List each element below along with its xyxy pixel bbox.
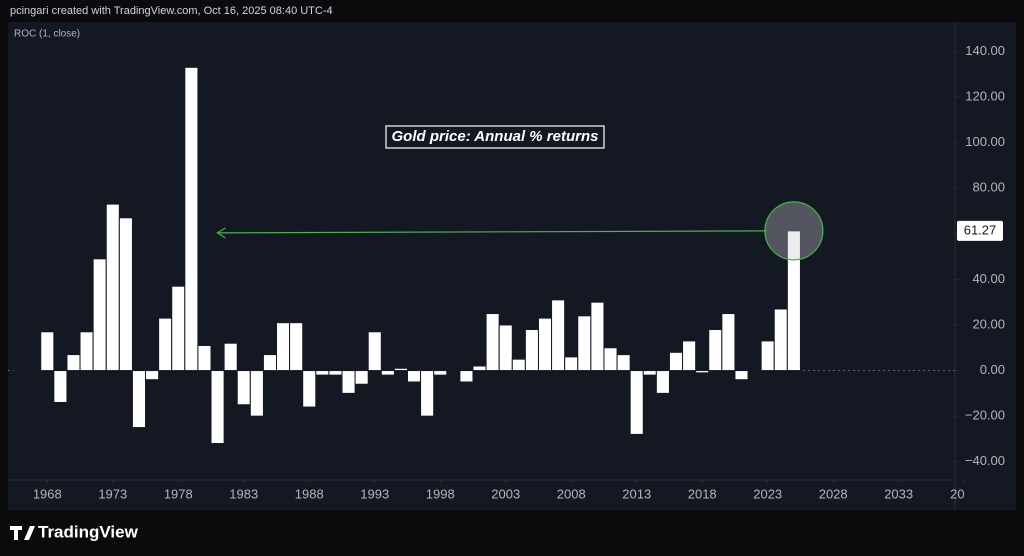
bar: [668, 351, 684, 372]
x-tick-label: 2003: [491, 486, 520, 501]
bar: [682, 340, 697, 372]
highlight-circle: [764, 201, 824, 261]
bar: [197, 344, 212, 372]
bar: [433, 370, 448, 376]
bar: [655, 370, 670, 394]
x-tick-label: 2018: [688, 486, 717, 501]
annotation: Gold price: Annual % returns: [392, 128, 599, 145]
x-tick-label: 1973: [98, 486, 127, 501]
bar: [524, 329, 539, 372]
bar: [210, 370, 225, 445]
bar: [145, 370, 160, 381]
last-value-label: 61.27: [964, 222, 997, 237]
indicator-label: ROC (1, close): [14, 29, 80, 40]
bar: [249, 370, 264, 417]
bar: [367, 331, 382, 372]
bar: [40, 331, 55, 372]
bar: [642, 370, 657, 376]
bar: [393, 367, 408, 372]
bar: [53, 370, 68, 403]
bar: [184, 66, 199, 372]
last-value-box: [957, 220, 1003, 241]
brand-logo: TradingView: [10, 522, 139, 541]
bar: [105, 203, 120, 372]
bar: [551, 299, 566, 372]
bar: [354, 370, 369, 385]
bar: [564, 356, 579, 372]
x-tick-label: 20: [950, 486, 964, 501]
y-tick-label: 20.00: [972, 316, 1005, 331]
bar: [302, 370, 317, 408]
bar: [629, 370, 644, 435]
bar: [66, 354, 81, 372]
bar: [590, 301, 605, 372]
x-tick-label: 2033: [884, 486, 913, 501]
bar: [760, 340, 775, 372]
chart-panel: [8, 22, 1016, 510]
y-tick-label: −20.00: [965, 408, 1005, 423]
x-tick-label: 1988: [295, 486, 324, 501]
bar: [708, 329, 723, 372]
bar: [27, 369, 42, 372]
bar: [158, 317, 173, 372]
bar: [328, 370, 343, 376]
x-tick-label: 1993: [360, 486, 389, 501]
bar: [79, 331, 94, 372]
brand-name: TradingView: [38, 522, 139, 541]
bar: [459, 370, 474, 383]
annotation-box: [385, 125, 605, 149]
bar: [420, 370, 435, 417]
bar: [773, 308, 788, 372]
x-tick-label: 2013: [622, 486, 651, 501]
arrow-line: [217, 230, 767, 234]
y-tick-label: 40.00: [972, 271, 1005, 286]
bar: [262, 354, 278, 372]
y-tick-label: 140.00: [965, 43, 1005, 58]
x-tick-label: 2028: [819, 486, 848, 501]
bar: [616, 354, 631, 372]
x-tick-label: 2008: [557, 486, 586, 501]
bar: [734, 370, 749, 381]
x-tick-label: 2023: [753, 486, 782, 501]
bar: [223, 342, 238, 372]
bar: [446, 370, 461, 372]
bar: [498, 324, 513, 372]
x-tick-label: 1968: [33, 486, 62, 501]
bar: [341, 370, 356, 394]
bar: [511, 358, 526, 372]
x-tick-label: 1978: [164, 486, 193, 501]
y-tick-label: 0.00: [980, 362, 1005, 377]
bar: [695, 370, 710, 374]
bar: [406, 370, 422, 383]
bar: [721, 313, 736, 372]
y-tick-label: −40.00: [965, 453, 1005, 468]
bar: [92, 258, 107, 372]
bar: [537, 317, 553, 372]
y-tick-label: 80.00: [972, 180, 1005, 195]
x-tick-label: 1983: [229, 486, 258, 501]
bar: [603, 347, 618, 372]
bar: [472, 365, 487, 372]
bar: [171, 285, 186, 372]
y-tick-label: 120.00: [965, 88, 1005, 103]
header: pcingari created with TradingView.com, O…: [10, 5, 333, 17]
bar: [315, 370, 330, 376]
bar: [131, 370, 147, 429]
bar: [14, 369, 29, 372]
bar: [485, 313, 500, 372]
bar: [747, 370, 762, 372]
y-tick-label: 100.00: [965, 134, 1005, 149]
bar: [786, 230, 801, 372]
bar: [118, 217, 133, 372]
logo-icon: [10, 526, 35, 540]
bar: [380, 370, 395, 376]
bar: [577, 315, 592, 372]
x-tick-label: 1998: [426, 486, 455, 501]
bar: [289, 322, 304, 372]
bar: [236, 370, 251, 406]
bar: [276, 322, 291, 372]
arrow-head: [216, 227, 226, 239]
